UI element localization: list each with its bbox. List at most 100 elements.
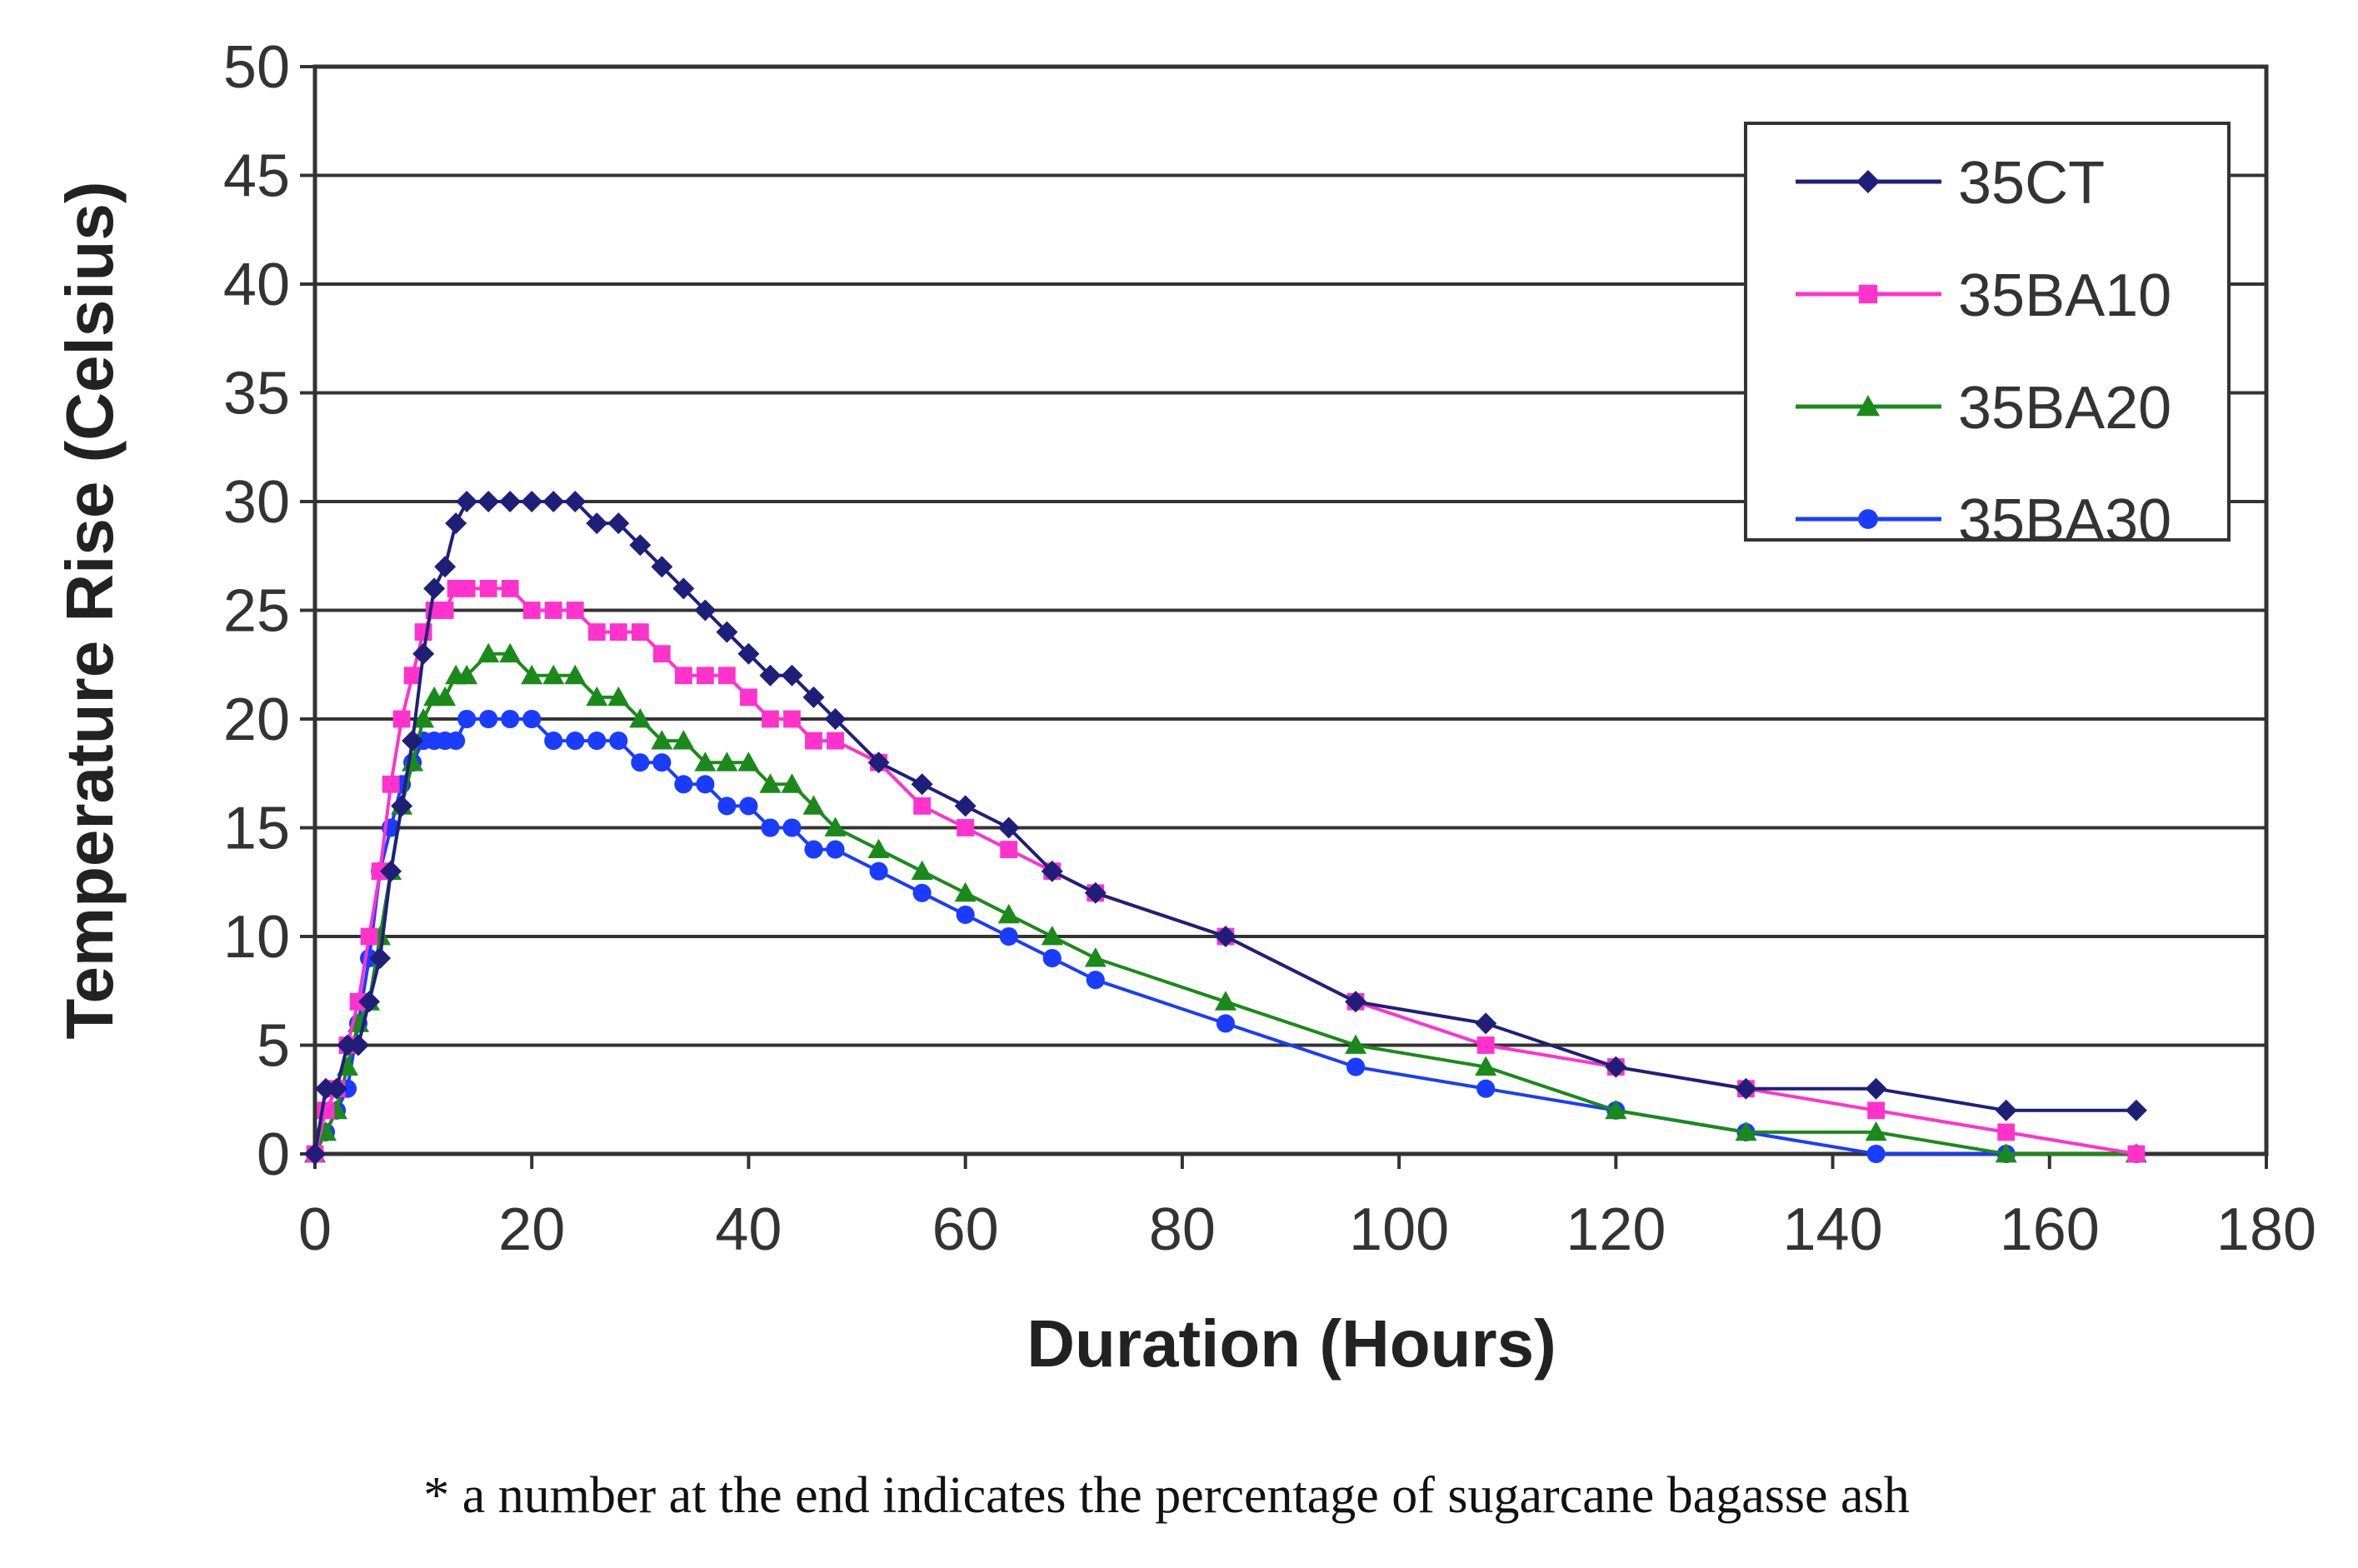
y-tick-label: 15 bbox=[223, 796, 290, 862]
data-point bbox=[586, 686, 608, 707]
legend-item: 35BA30 bbox=[1796, 487, 2171, 554]
data-point bbox=[522, 602, 541, 619]
data-point bbox=[1995, 1099, 2017, 1121]
data-point bbox=[315, 1077, 337, 1100]
data-point bbox=[477, 642, 500, 663]
data-point bbox=[304, 1143, 326, 1165]
data-point bbox=[1997, 1123, 2016, 1141]
data-point bbox=[347, 1034, 370, 1056]
data-point bbox=[586, 512, 608, 535]
x-tick-label: 0 bbox=[298, 1196, 332, 1263]
data-point bbox=[957, 819, 975, 836]
data-point bbox=[501, 709, 520, 729]
data-point bbox=[457, 709, 477, 729]
y-tick-label: 0 bbox=[257, 1121, 290, 1188]
data-point bbox=[694, 752, 717, 772]
data-point bbox=[412, 642, 435, 665]
data-point bbox=[609, 623, 627, 641]
data-point bbox=[2125, 1099, 2147, 1121]
legend-label: 35CT bbox=[1958, 150, 2105, 217]
data-point bbox=[391, 795, 413, 817]
data-point bbox=[826, 840, 845, 859]
data-point bbox=[542, 491, 565, 512]
series-line bbox=[313, 500, 2136, 1155]
legend-item: 35BA10 bbox=[1796, 262, 2171, 329]
x-tick-label: 120 bbox=[1566, 1196, 1666, 1263]
data-point bbox=[824, 816, 847, 836]
data-point bbox=[564, 491, 587, 512]
data-point bbox=[759, 664, 782, 687]
data-point bbox=[716, 621, 738, 643]
data-point bbox=[1865, 1077, 1887, 1100]
legend-label: 35BA30 bbox=[1958, 487, 2171, 554]
data-point bbox=[587, 732, 607, 751]
data-point bbox=[1995, 1143, 2017, 1163]
x-tick-label: 160 bbox=[2000, 1196, 2100, 1263]
x-axis-ticks: 0 20 40 60 80 100 120 140 160 180 bbox=[298, 1154, 2316, 1263]
data-point bbox=[802, 686, 825, 708]
data-point bbox=[652, 753, 672, 772]
data-point bbox=[867, 838, 890, 858]
data-point bbox=[1214, 926, 1236, 947]
data-point bbox=[456, 664, 478, 685]
data-point bbox=[652, 645, 671, 663]
data-point bbox=[1605, 1099, 1627, 1120]
data-point bbox=[456, 491, 478, 512]
data-point bbox=[566, 602, 584, 619]
data-point bbox=[737, 642, 760, 665]
data-point bbox=[1605, 1056, 1627, 1078]
data-point bbox=[382, 775, 400, 793]
data-point bbox=[1476, 1079, 1496, 1098]
data-point bbox=[447, 732, 466, 751]
y-tick-label: 5 bbox=[257, 1013, 290, 1080]
data-point bbox=[781, 773, 803, 793]
y-tick-label: 25 bbox=[223, 578, 290, 645]
data-point bbox=[360, 927, 378, 946]
data-point bbox=[762, 710, 779, 728]
data-point bbox=[499, 491, 522, 512]
data-point bbox=[607, 512, 630, 535]
legend-marker bbox=[1856, 170, 1880, 193]
x-tick-label: 80 bbox=[1149, 1196, 1216, 1263]
data-point bbox=[326, 1077, 348, 1100]
data-point bbox=[1216, 1014, 1235, 1033]
data-point bbox=[522, 709, 542, 729]
data-point bbox=[782, 818, 802, 837]
data-point bbox=[1476, 1036, 1495, 1054]
data-point bbox=[1084, 881, 1107, 904]
data-point bbox=[402, 730, 424, 752]
data-point bbox=[631, 623, 649, 641]
x-axis-title: Duration (Hours) bbox=[1027, 1306, 1556, 1381]
data-point bbox=[739, 796, 758, 816]
y-tick-label: 35 bbox=[223, 361, 290, 427]
data-point bbox=[607, 686, 630, 707]
y-tick-label: 40 bbox=[223, 252, 290, 318]
data-point bbox=[434, 556, 457, 578]
data-point bbox=[521, 491, 543, 512]
data-point bbox=[697, 667, 714, 685]
y-axis-title: Temperature Rise (Celsius) bbox=[52, 182, 127, 1040]
data-point bbox=[804, 840, 823, 859]
data-point bbox=[1867, 1101, 1885, 1120]
legend-marker bbox=[1858, 284, 1878, 304]
data-point bbox=[1346, 1057, 1366, 1076]
data-point bbox=[1086, 971, 1105, 990]
data-point bbox=[337, 1034, 359, 1056]
data-point bbox=[717, 796, 737, 816]
data-point bbox=[1345, 1034, 1367, 1054]
data-point bbox=[1042, 949, 1062, 968]
data-point bbox=[1865, 1121, 1887, 1141]
data-point bbox=[445, 512, 467, 535]
data-point bbox=[1475, 1056, 1497, 1076]
data-point bbox=[479, 709, 498, 729]
y-tick-label: 10 bbox=[223, 904, 290, 971]
data-point bbox=[358, 991, 381, 1013]
data-point bbox=[457, 580, 476, 597]
data-point bbox=[434, 686, 457, 707]
data-point bbox=[412, 708, 435, 728]
legend-marker bbox=[1856, 395, 1880, 417]
data-point bbox=[521, 664, 543, 685]
x-tick-label: 40 bbox=[715, 1196, 782, 1263]
data-point bbox=[783, 710, 801, 728]
data-point bbox=[674, 775, 693, 794]
